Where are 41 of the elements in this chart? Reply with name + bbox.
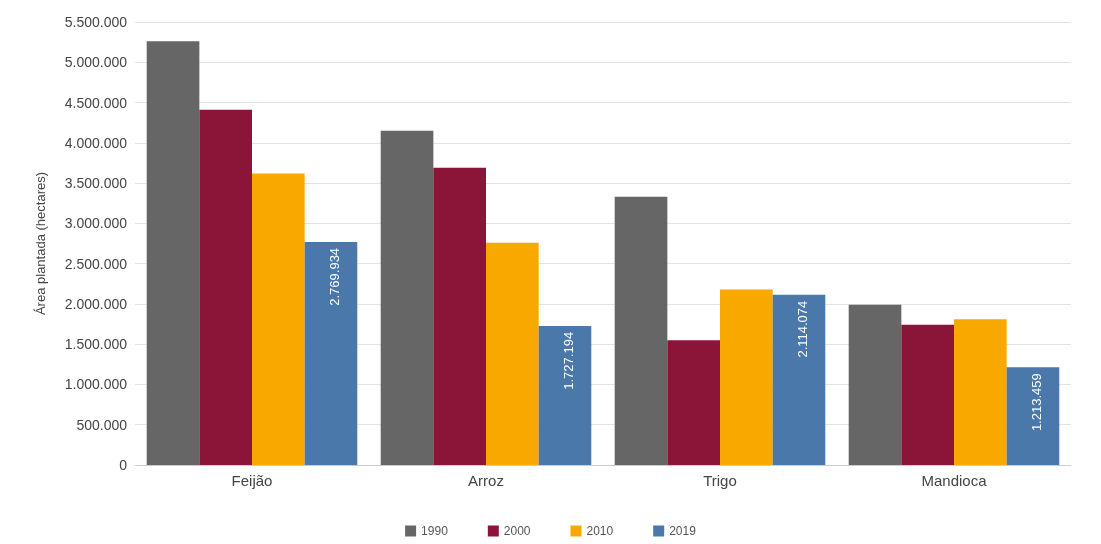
bar — [848, 304, 902, 465]
y-axis-title: Área plantada (hectares) — [33, 171, 48, 316]
x-tick-label: Trigo — [703, 472, 737, 489]
bar — [304, 241, 358, 465]
legend-label: 2010 — [586, 524, 614, 538]
bar — [252, 173, 305, 465]
y-tick-label: 0 — [119, 457, 128, 473]
bar — [380, 130, 434, 465]
y-tick-label: 2.500.000 — [64, 255, 128, 272]
bar — [954, 319, 1007, 465]
legend-label: 2019 — [669, 524, 697, 538]
bar — [146, 41, 200, 465]
bar — [433, 167, 486, 465]
bar — [538, 325, 592, 465]
bar — [614, 196, 668, 465]
bar — [1006, 367, 1060, 465]
y-tick-label: 1.500.000 — [64, 336, 128, 353]
y-tick-label: 4.500.000 — [64, 94, 128, 111]
y-tick-label: 500.000 — [76, 416, 128, 433]
y-tick-label: 3.000.000 — [64, 215, 128, 232]
y-tick-label: 3.500.000 — [64, 175, 128, 192]
x-tick-label: Mandioca — [921, 472, 988, 489]
legend-label: 1990 — [421, 524, 449, 538]
data-label: 1.727.194 — [561, 331, 577, 390]
x-tick-label: Feijão — [231, 472, 273, 489]
y-tick-label: 1.000.000 — [64, 376, 128, 393]
bar — [486, 242, 539, 465]
data-label: 1.213.459 — [1029, 373, 1045, 432]
data-label: 2.114.074 — [795, 300, 811, 358]
data-label: 2.769.934 — [327, 247, 343, 306]
y-tick-label: 5.500.000 — [64, 14, 128, 30]
bar — [772, 294, 826, 465]
legend-label: 2000 — [503, 524, 531, 538]
y-tick-label: 4.000.000 — [64, 134, 128, 151]
bar — [901, 324, 954, 465]
y-tick-label: 5.000.000 — [64, 54, 128, 71]
x-tick-label: Arroz — [468, 472, 504, 489]
bar — [667, 340, 720, 465]
bar — [720, 289, 773, 465]
y-tick-label: 2.000.000 — [64, 295, 128, 312]
bar — [199, 109, 252, 465]
